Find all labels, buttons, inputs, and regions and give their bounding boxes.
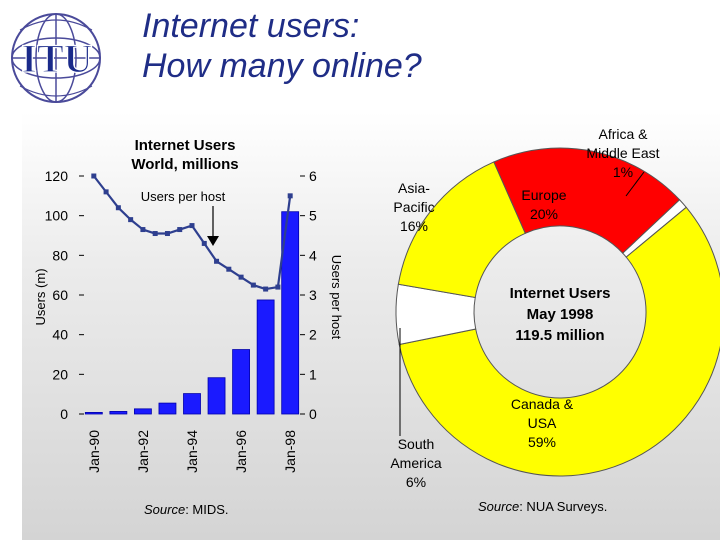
x-tick-label: Jan-94 bbox=[184, 430, 200, 473]
label-europe-pct: 20% bbox=[530, 206, 558, 222]
y2-tick-label: 5 bbox=[309, 208, 317, 224]
x-tick-label: Jan-98 bbox=[282, 430, 298, 473]
users-per-host-line bbox=[91, 173, 293, 292]
x-axis-ticks: Jan-90 Jan-92 Jan-94 Jan-96 Jan-98 bbox=[86, 430, 298, 473]
label-usa-pct: 59% bbox=[528, 434, 556, 450]
y2-tick-label: 3 bbox=[309, 287, 317, 303]
x-tick-label: Jan-96 bbox=[233, 430, 249, 473]
label-africa-pct: 1% bbox=[613, 164, 633, 180]
y2label: Users per host bbox=[329, 255, 344, 340]
bar bbox=[84, 412, 103, 415]
title-line-1: Internet users: bbox=[142, 7, 360, 45]
label-asia-pct: 16% bbox=[400, 218, 428, 234]
itu-logo: ITU bbox=[11, 13, 101, 103]
bar bbox=[232, 349, 250, 415]
source-value-2: : NUA Surveys. bbox=[519, 499, 608, 514]
y2-tick-label: 6 bbox=[309, 168, 317, 184]
pie-slice bbox=[397, 161, 526, 299]
bar bbox=[281, 211, 300, 415]
label-africa-line-1: Africa & bbox=[598, 126, 648, 142]
logo-text: ITU bbox=[21, 36, 92, 81]
y2-tick-label: 0 bbox=[309, 406, 317, 422]
chart1-title-line-2: World, millions bbox=[131, 156, 238, 173]
label-sa-line-1: South bbox=[398, 436, 435, 452]
line-point bbox=[214, 258, 220, 264]
label-africa-line-2: Middle East bbox=[586, 145, 659, 161]
bar bbox=[158, 402, 177, 415]
source-value-1: : MIDS. bbox=[185, 502, 229, 517]
line-point bbox=[115, 205, 121, 211]
pie-center-line-3: 119.5 million bbox=[515, 327, 604, 344]
y2-tick-label: 2 bbox=[309, 327, 317, 343]
source-label-2: Source bbox=[478, 499, 520, 514]
line-point bbox=[91, 173, 97, 179]
pie-slice bbox=[398, 206, 720, 477]
y2-tick-label: 4 bbox=[309, 247, 317, 263]
y-tick-label: 120 bbox=[45, 168, 69, 184]
bars bbox=[84, 211, 300, 415]
line-point bbox=[140, 227, 146, 233]
pie-slice bbox=[493, 147, 681, 254]
line-point bbox=[275, 284, 281, 290]
bar-line-chart: Internet Users World, millions 020406080… bbox=[33, 137, 344, 473]
bar bbox=[109, 411, 128, 415]
x-tick-label: Jan-90 bbox=[86, 430, 102, 473]
pie-center-line-1: Internet Users bbox=[510, 285, 611, 302]
line-point bbox=[250, 282, 256, 288]
y-tick-label: 0 bbox=[60, 406, 68, 422]
line-point bbox=[152, 231, 158, 237]
chart1-title-line-1: Internet Users bbox=[135, 137, 236, 154]
leader-africa bbox=[625, 171, 645, 197]
line-point bbox=[164, 231, 170, 237]
y-tick-label: 80 bbox=[52, 247, 68, 263]
line-point bbox=[201, 240, 207, 246]
title-line-2: How many online? bbox=[142, 47, 422, 85]
line-point bbox=[177, 227, 183, 233]
label-usa-line-2: USA bbox=[528, 415, 557, 431]
pie-slices bbox=[395, 147, 720, 477]
bar bbox=[256, 299, 275, 415]
bar bbox=[134, 408, 152, 415]
label-asia-line-1: Asia- bbox=[398, 180, 430, 196]
y-tick-label: 100 bbox=[45, 208, 69, 224]
line-point bbox=[287, 193, 293, 199]
label-sa-pct: 6% bbox=[406, 474, 426, 490]
line-point bbox=[128, 217, 134, 223]
line-annotation: Users per host bbox=[141, 189, 226, 204]
line-point bbox=[226, 266, 232, 272]
label-usa-line-1: Canada & bbox=[511, 396, 574, 412]
bar bbox=[207, 377, 226, 415]
line-point bbox=[103, 189, 109, 195]
source-mids: Source: MIDS. bbox=[144, 502, 229, 517]
pie-chart: Internet Users May 1998 119.5 million Af… bbox=[390, 126, 720, 490]
page-title: Internet users: How many online? bbox=[142, 6, 422, 86]
ylabel: Users (m) bbox=[33, 268, 48, 325]
y-tick-label: 20 bbox=[52, 366, 68, 382]
y2-tick-label: 1 bbox=[309, 366, 317, 382]
line-point bbox=[263, 286, 269, 292]
line-point bbox=[238, 274, 244, 280]
y-tick-label: 60 bbox=[52, 287, 68, 303]
annotation-arrowhead bbox=[207, 236, 219, 246]
bar bbox=[183, 393, 201, 415]
source-nua: Source: NUA Surveys. bbox=[478, 499, 607, 514]
y-axis-ticks: 0 20 40 60 80 100 120 bbox=[45, 168, 84, 422]
label-asia-line-2: Pacific bbox=[393, 199, 434, 215]
line-point bbox=[189, 223, 195, 229]
pie-center-line-2: May 1998 bbox=[527, 306, 594, 323]
x-tick-label: Jan-92 bbox=[135, 430, 151, 473]
y2-axis-ticks: 0 1 2 3 4 5 6 bbox=[300, 168, 317, 422]
label-europe: Europe bbox=[521, 187, 566, 203]
label-sa-line-2: America bbox=[390, 455, 442, 471]
source-label-1: Source bbox=[144, 502, 186, 517]
y-tick-label: 40 bbox=[52, 327, 68, 343]
